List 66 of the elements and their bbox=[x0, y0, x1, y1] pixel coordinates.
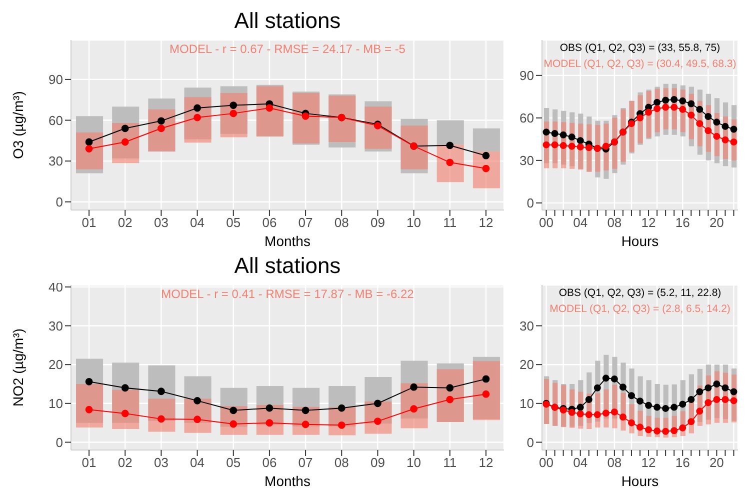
x-tick-label: 12 bbox=[478, 215, 494, 230]
y-tick-label: 90 bbox=[520, 68, 534, 84]
x-tick-label: 07 bbox=[298, 455, 313, 470]
x-tick-label: 20 bbox=[709, 215, 724, 230]
chart-title: All stations bbox=[233, 253, 342, 279]
annotation: MODEL - r = 0.67 - RMSE = 24.17 - MB = -5 bbox=[168, 42, 406, 56]
x-tick-label: 12 bbox=[478, 455, 494, 470]
x-tick-label: 08 bbox=[607, 215, 622, 230]
x-tick-label: 04 bbox=[190, 215, 205, 230]
x-axis-title: Months bbox=[264, 473, 310, 489]
annotation: OBS (Q1, Q2, Q3) = (33, 55.8, 75) bbox=[558, 42, 722, 54]
x-tick-label: 12 bbox=[641, 455, 656, 470]
y-axis-title: O3 (µg/m³) bbox=[10, 91, 26, 159]
x-tick-label: 01 bbox=[82, 215, 96, 230]
x-tick-label: 01 bbox=[82, 455, 96, 470]
x-tick-label: 08 bbox=[607, 455, 622, 470]
x-tick-label: 20 bbox=[709, 455, 724, 470]
y-tick-label: 30 bbox=[48, 154, 63, 169]
x-tick-label: 05 bbox=[226, 215, 241, 230]
y-tick-label: 10 bbox=[48, 396, 63, 412]
y-tick-label: 0 bbox=[526, 434, 534, 450]
annotation: MODEL (Q1, Q2, Q3) = (30.4, 49.5, 68.3) bbox=[542, 58, 738, 70]
y-tick-label: 20 bbox=[48, 357, 63, 372]
y-tick-label: 30 bbox=[48, 318, 63, 334]
annotation: MODEL - r = 0.41 - RMSE = 17.87 - MB = -6.22 bbox=[160, 287, 415, 301]
x-tick-label: 10 bbox=[406, 215, 422, 230]
y-tick-label: 0 bbox=[526, 196, 534, 211]
x-tick-label: 02 bbox=[118, 215, 132, 230]
x-tick-label: 04 bbox=[573, 455, 588, 470]
annotation: OBS (Q1, Q2, Q3) = (5.2, 11, 22.8) bbox=[558, 287, 722, 299]
x-tick-label: 00 bbox=[539, 215, 554, 230]
y-axis-title: NO2 (µg/m³) bbox=[10, 328, 26, 407]
x-axis-title: Hours bbox=[621, 473, 659, 489]
x-tick-label: 04 bbox=[573, 215, 588, 230]
x-tick-label: 10 bbox=[406, 455, 422, 470]
x-tick-label: 08 bbox=[334, 455, 349, 470]
x-tick-label: 06 bbox=[262, 455, 277, 470]
y-tick-label: 30 bbox=[520, 153, 534, 168]
y-tick-label: 0 bbox=[56, 194, 63, 210]
x-tick-label: 03 bbox=[154, 455, 168, 470]
x-tick-label: 08 bbox=[334, 215, 349, 230]
x-tick-label: 05 bbox=[226, 455, 241, 470]
x-tick-label: 09 bbox=[370, 455, 385, 470]
chart-title: All stations bbox=[233, 8, 342, 34]
x-tick-label: 11 bbox=[443, 215, 457, 230]
annotation: MODEL (Q1, Q2, Q3) = (2.8, 6.5, 14.2) bbox=[548, 303, 732, 315]
x-tick-label: 04 bbox=[190, 455, 205, 470]
y-tick-label: 20 bbox=[520, 357, 534, 372]
x-tick-label: 03 bbox=[154, 215, 168, 230]
x-tick-label: 12 bbox=[641, 215, 656, 230]
x-tick-label: 11 bbox=[443, 455, 457, 470]
x-tick-label: 06 bbox=[262, 215, 277, 230]
x-tick-label: 16 bbox=[675, 455, 690, 470]
x-tick-label: 16 bbox=[675, 215, 690, 230]
y-tick-label: 30 bbox=[520, 318, 534, 334]
y-tick-label: 60 bbox=[48, 112, 63, 128]
x-tick-label: 07 bbox=[298, 215, 313, 230]
x-tick-label: 02 bbox=[118, 455, 132, 470]
x-tick-label: 09 bbox=[370, 215, 385, 230]
x-tick-label: 00 bbox=[539, 455, 554, 470]
y-tick-label: 90 bbox=[48, 72, 63, 88]
y-tick-label: 60 bbox=[520, 110, 534, 126]
x-axis-title: Months bbox=[264, 233, 310, 249]
y-tick-label: 10 bbox=[520, 396, 534, 412]
x-axis-title: Hours bbox=[621, 233, 659, 249]
y-tick-label: 0 bbox=[56, 434, 63, 450]
